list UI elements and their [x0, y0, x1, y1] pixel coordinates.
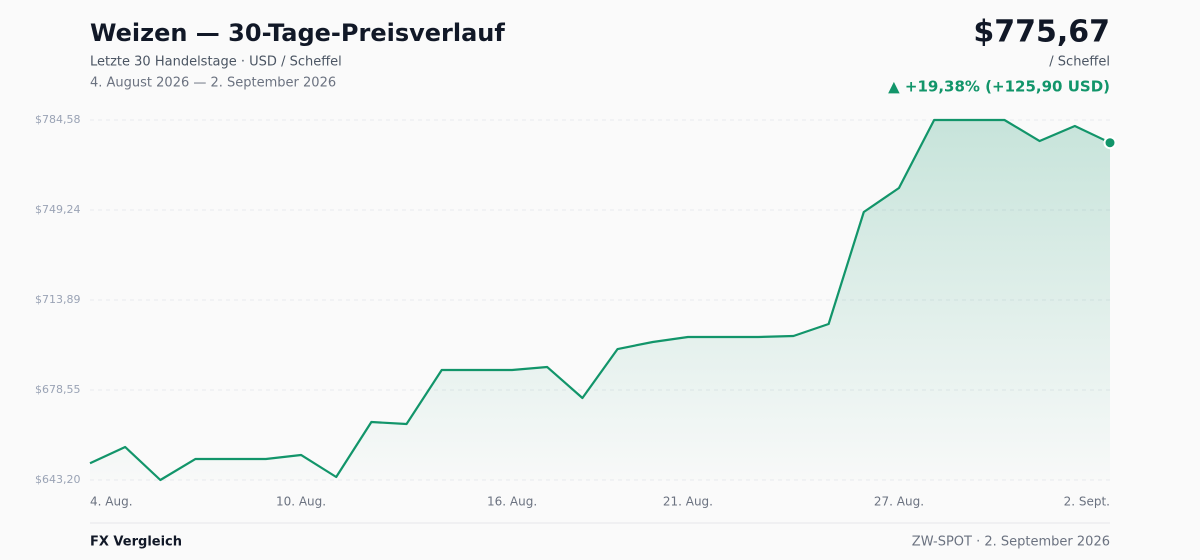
- x-tick-label: 16. Aug.: [487, 495, 537, 509]
- x-tick-label: 2. Sept.: [1064, 495, 1110, 509]
- y-tick-label: $713,89: [35, 293, 81, 306]
- footer-left: FX Vergleich: [90, 535, 182, 550]
- y-tick-label: $643,20: [35, 473, 81, 486]
- unit: / Scheffel: [1049, 55, 1110, 70]
- y-tick-label: $678,55: [35, 383, 81, 396]
- footer-right: ZW-SPOT · 2. September 2026: [912, 535, 1110, 550]
- x-tick-label: 27. Aug.: [874, 495, 924, 509]
- price: $775,67: [973, 15, 1110, 50]
- chart-title: Weizen — 30-Tage-Preisverlauf: [90, 19, 505, 47]
- x-tick-label: 4. Aug.: [90, 495, 133, 509]
- line: [89, 118, 1111, 482]
- end-point: [1103, 136, 1117, 150]
- x-tick-label: 21. Aug.: [663, 495, 713, 509]
- change: ▲ +19,38% (+125,90 USD): [888, 78, 1110, 96]
- y-tick-label: $749,24: [35, 203, 81, 216]
- y-tick-label: $784,58: [35, 113, 81, 126]
- subtitle: Letzte 30 Handelstage · USD / Scheffel: [90, 55, 342, 70]
- x-tick-label: 10. Aug.: [276, 495, 326, 509]
- area: [90, 120, 1110, 480]
- date-range: 4. August 2026 — 2. September 2026: [90, 76, 336, 91]
